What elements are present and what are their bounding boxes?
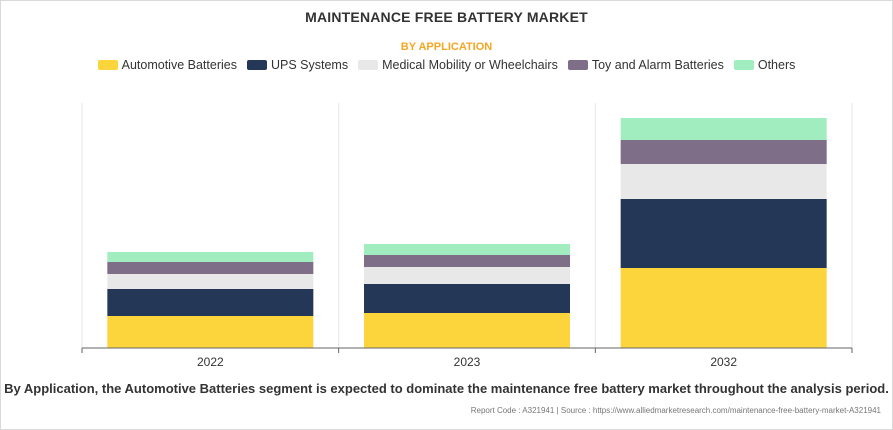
legend-item-automotive-batteries[interactable]: Automotive Batteries [97,58,237,72]
bar-segment [107,262,314,274]
legend-label: Medical Mobility or Wheelchairs [382,58,558,72]
legend-item-medical-mobility[interactable]: Medical Mobility or Wheelchairs [358,58,558,72]
legend-swatch [358,60,379,70]
chart-caption: By Application, the Automotive Batteries… [4,381,889,396]
bar-segment [364,267,570,284]
bar-segment [620,268,827,348]
legend-swatch [97,60,118,70]
stacked-bar-chart: 2022 2023 2032 [81,103,853,369]
bar-segment [364,244,570,255]
legend-swatch [567,60,588,70]
bar-segment [107,252,314,262]
legend-label: Others [757,58,796,72]
legend-label: Toy and Alarm Batteries [591,58,724,72]
chart-subtitle: BY APPLICATION [400,41,493,53]
legend-swatch [733,60,754,70]
bar-segment [620,140,827,164]
legend-item-ups-systems[interactable]: UPS Systems [246,58,349,72]
x-tick-label: 2023 [454,355,481,369]
bar-segment [364,255,570,267]
x-tick-label: 2032 [710,355,737,369]
bar-segment [364,313,570,348]
bar-segment [107,274,314,289]
bar-segment [107,316,314,348]
bar-segment [620,118,827,140]
bar-segment [107,289,314,316]
x-tick-label: 2022 [197,355,224,369]
chart-title: MAINTENANCE FREE BATTERY MARKET [305,9,588,25]
bar-segment [620,164,827,199]
legend-swatch [246,60,267,70]
source-footer: Report Code : A321941 | Source : https:/… [470,406,881,415]
legend-label: UPS Systems [270,58,349,72]
bar-segment [364,284,570,313]
bar-segment [620,199,827,268]
chart-legend: Automotive Batteries UPS Systems Medical… [0,58,893,72]
legend-label: Automotive Batteries [121,58,237,72]
legend-item-others[interactable]: Others [733,58,796,72]
legend-item-toy-and-alarm-batteries[interactable]: Toy and Alarm Batteries [567,58,724,72]
